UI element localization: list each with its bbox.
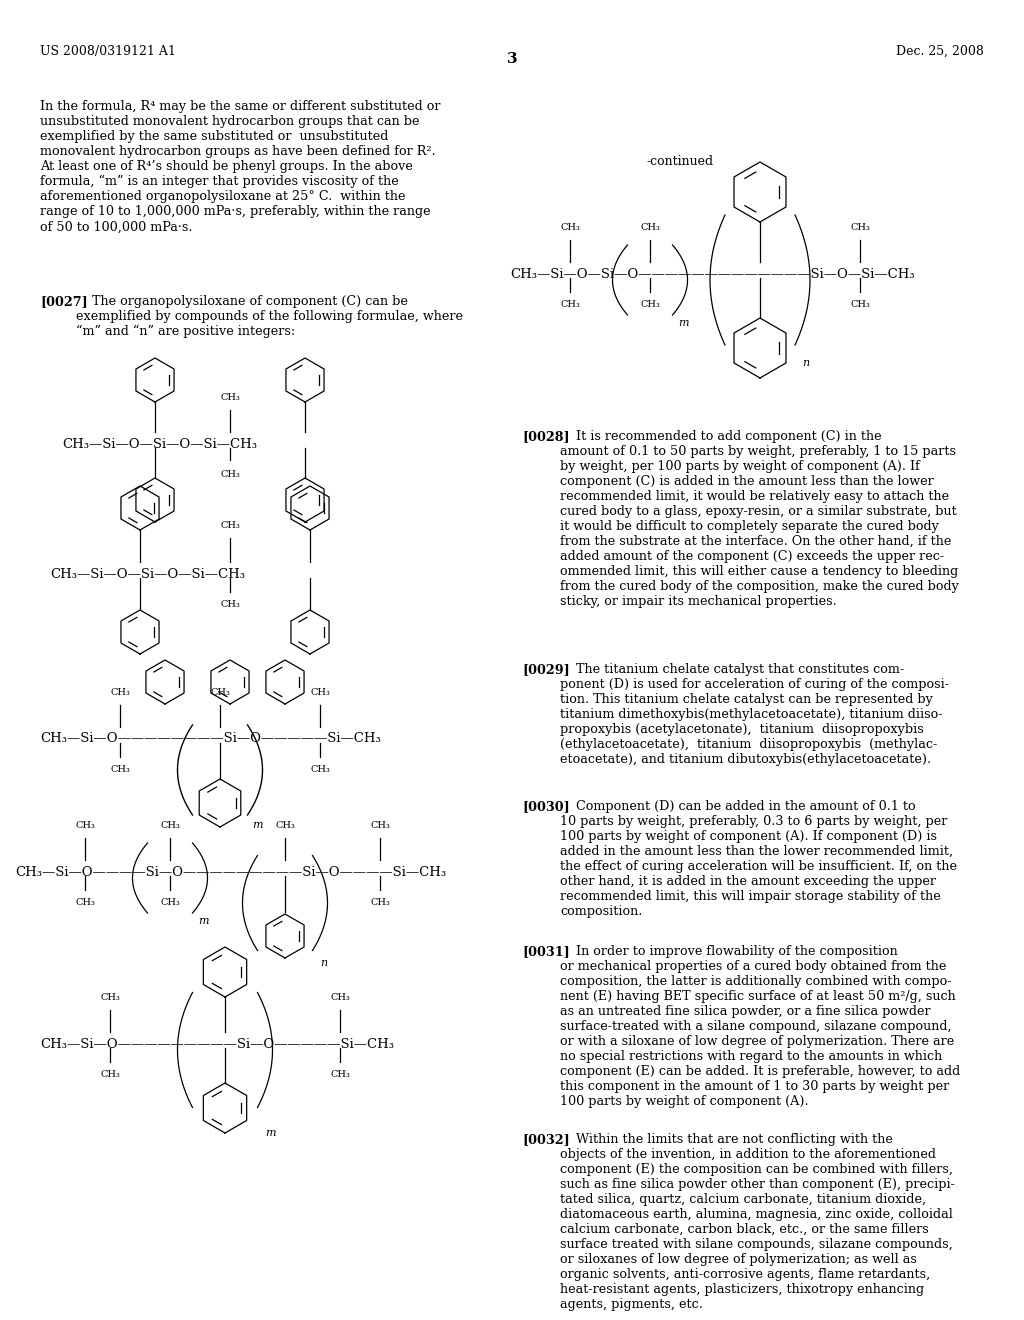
Text: CH₃: CH₃ [220,521,240,531]
Text: CH₃: CH₃ [100,1071,120,1078]
Text: CH₃: CH₃ [220,601,240,609]
Text: CH₃—Si—O—Si—O—————————————Si—O—Si—CH₃: CH₃—Si—O—Si—O—————————————Si—O—Si—CH₃ [510,268,914,281]
Text: CH₃—Si—O—Si—O—Si—CH₃: CH₃—Si—O—Si—O—Si—CH₃ [50,568,245,581]
Text: CH₃: CH₃ [110,688,130,697]
Text: CH₃: CH₃ [560,223,580,232]
Text: CH₃: CH₃ [370,898,390,907]
Text: [0031]: [0031] [522,945,569,958]
Text: CH₃: CH₃ [640,300,659,309]
Text: CH₃: CH₃ [310,766,330,774]
Text: CH₃: CH₃ [275,821,295,830]
Text: CH₃: CH₃ [75,821,95,830]
Text: [0032]: [0032] [522,1133,569,1146]
Text: CH₃: CH₃ [160,898,180,907]
Text: In order to improve flowability of the composition
or mechanical properties of a: In order to improve flowability of the c… [560,945,961,1107]
Text: CH₃—Si—O————————Si—O—————Si—CH₃: CH₃—Si—O————————Si—O—————Si—CH₃ [40,733,381,746]
Text: CH₃: CH₃ [100,993,120,1002]
Text: -continued: -continued [646,154,714,168]
Text: CH₃: CH₃ [640,223,659,232]
Text: [0029]: [0029] [522,663,569,676]
Text: [0030]: [0030] [522,800,569,813]
Text: n: n [802,358,809,368]
Text: CH₃: CH₃ [210,688,230,697]
Text: CH₃: CH₃ [110,766,130,774]
Text: CH₃: CH₃ [850,300,870,309]
Text: CH₃: CH₃ [310,688,330,697]
Text: CH₃: CH₃ [220,470,240,479]
Text: m: m [198,916,209,927]
Text: Within the limits that are not conflicting with the
objects of the invention, in: Within the limits that are not conflicti… [560,1133,954,1311]
Text: CH₃: CH₃ [75,898,95,907]
Text: Component (D) can be added in the amount of 0.1 to
10 parts by weight, preferabl: Component (D) can be added in the amount… [560,800,957,917]
Text: The titanium chelate catalyst that constitutes com-
ponent (D) is used for accel: The titanium chelate catalyst that const… [560,663,949,766]
Text: CH₃: CH₃ [160,821,180,830]
Text: CH₃—Si—O—Si—O—Si—CH₃: CH₃—Si—O—Si—O—Si—CH₃ [62,437,257,450]
Text: CH₃: CH₃ [560,300,580,309]
Text: Dec. 25, 2008: Dec. 25, 2008 [896,45,984,58]
Text: CH₃—Si—O—————————Si—O—————Si—CH₃: CH₃—Si—O—————————Si—O—————Si—CH₃ [40,1038,394,1051]
Text: The organopolysiloxane of component (C) can be
exemplified by compounds of the f: The organopolysiloxane of component (C) … [76,294,463,338]
Text: 3: 3 [507,51,517,66]
Text: It is recommended to add component (C) in the
amount of 0.1 to 50 parts by weigh: It is recommended to add component (C) i… [560,430,958,609]
Text: CH₃: CH₃ [220,393,240,403]
Text: [0027]: [0027] [40,294,88,308]
Text: m: m [678,318,688,327]
Text: n: n [319,958,327,968]
Text: US 2008/0319121 A1: US 2008/0319121 A1 [40,45,176,58]
Text: m: m [252,820,262,830]
Text: CH₃—Si—O————Si—O—————————Si—O————Si—CH₃: CH₃—Si—O————Si—O—————————Si—O————Si—CH₃ [15,866,446,879]
Text: m: m [265,1129,275,1138]
Text: CH₃: CH₃ [330,993,350,1002]
Text: In the formula, R⁴ may be the same or different substituted or
unsubstituted mon: In the formula, R⁴ may be the same or di… [40,100,440,234]
Text: CH₃: CH₃ [330,1071,350,1078]
Text: CH₃: CH₃ [370,821,390,830]
Text: [0028]: [0028] [522,430,569,444]
Text: CH₃: CH₃ [850,223,870,232]
